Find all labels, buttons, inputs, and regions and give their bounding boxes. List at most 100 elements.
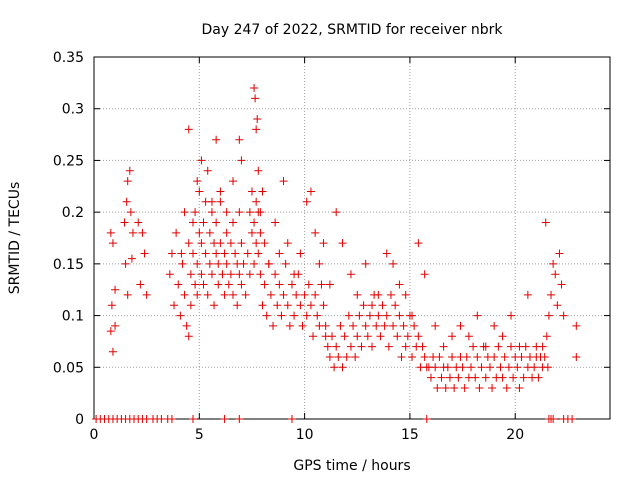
data-point	[222, 259, 231, 268]
data-point	[397, 352, 406, 361]
x-tick-label: 15	[401, 427, 419, 443]
data-point	[212, 249, 221, 258]
data-point	[475, 383, 484, 392]
data-point	[572, 321, 581, 330]
data-point	[239, 259, 248, 268]
data-point	[534, 373, 543, 382]
data-point	[167, 249, 176, 258]
data-point	[300, 290, 309, 299]
data-point	[262, 311, 271, 320]
data-point	[557, 280, 566, 289]
data-point	[247, 228, 256, 237]
data-point	[222, 228, 231, 237]
data-point	[311, 228, 320, 237]
data-point	[445, 373, 454, 382]
data-point	[182, 321, 191, 330]
data-point	[199, 280, 208, 289]
data-point	[353, 290, 362, 299]
data-point	[197, 239, 206, 248]
data-point	[279, 290, 288, 299]
y-tick-label: 0.05	[53, 360, 84, 376]
data-point	[471, 373, 480, 382]
data-point	[448, 352, 457, 361]
data-point	[138, 228, 147, 237]
data-point	[504, 363, 513, 372]
data-point	[142, 290, 151, 299]
data-point	[414, 332, 423, 341]
data-point	[507, 342, 516, 351]
data-point	[251, 94, 260, 103]
data-point	[332, 342, 341, 351]
data-point	[349, 321, 358, 330]
data-point	[108, 239, 117, 248]
data-point	[543, 363, 552, 372]
x-tick-label: 0	[90, 427, 99, 443]
data-point	[439, 342, 448, 351]
data-point	[216, 239, 225, 248]
data-point	[418, 342, 427, 351]
data-point	[108, 347, 117, 356]
data-point	[441, 383, 450, 392]
data-point	[172, 228, 181, 237]
data-point	[553, 301, 562, 310]
data-point	[252, 197, 261, 206]
data-point	[408, 311, 417, 320]
data-point	[513, 363, 522, 372]
data-point	[216, 187, 225, 196]
y-axis-label: SRMTID / TECUs	[7, 182, 23, 295]
data-point	[500, 352, 509, 361]
data-point	[431, 363, 440, 372]
data-point	[496, 363, 505, 372]
data-point	[309, 332, 318, 341]
data-point	[120, 218, 129, 227]
data-point	[325, 352, 334, 361]
data-point	[507, 311, 516, 320]
data-point	[338, 239, 347, 248]
data-point	[378, 301, 387, 310]
data-point	[241, 290, 250, 299]
data-point	[210, 301, 219, 310]
data-point	[344, 311, 353, 320]
data-point	[393, 332, 402, 341]
data-point	[134, 218, 143, 227]
data-point	[519, 373, 528, 382]
data-point	[389, 259, 398, 268]
chart-title: Day 247 of 2022, SRMTID for receiver nbr…	[201, 22, 503, 38]
data-point	[203, 166, 212, 175]
data-point	[374, 290, 383, 299]
data-point	[127, 254, 136, 263]
data-point	[195, 228, 204, 237]
data-point	[327, 332, 336, 341]
data-point	[188, 218, 197, 227]
y-tick-label: 0	[75, 412, 84, 428]
data-point	[530, 363, 539, 372]
data-point	[568, 415, 577, 423]
data-point	[107, 301, 116, 310]
data-point	[359, 301, 368, 310]
data-point	[253, 115, 262, 124]
data-point	[542, 332, 551, 341]
data-point	[346, 342, 355, 351]
data-point	[273, 301, 282, 310]
data-point	[106, 228, 115, 237]
data-point	[443, 363, 452, 372]
data-point	[207, 270, 216, 279]
data-point	[481, 342, 490, 351]
data-point	[313, 311, 322, 320]
data-point	[260, 280, 269, 289]
data-point	[188, 415, 197, 423]
data-point	[170, 301, 179, 310]
y-tick-label: 0.3	[62, 102, 84, 118]
data-point	[401, 290, 410, 299]
data-point	[544, 311, 553, 320]
data-point	[235, 270, 244, 279]
data-point	[121, 259, 130, 268]
y-tick-label: 0.35	[53, 50, 84, 66]
data-point	[180, 208, 189, 217]
data-point	[420, 352, 429, 361]
data-point	[271, 270, 280, 279]
data-point	[252, 125, 261, 134]
data-point	[126, 208, 135, 217]
data-point	[325, 280, 334, 289]
